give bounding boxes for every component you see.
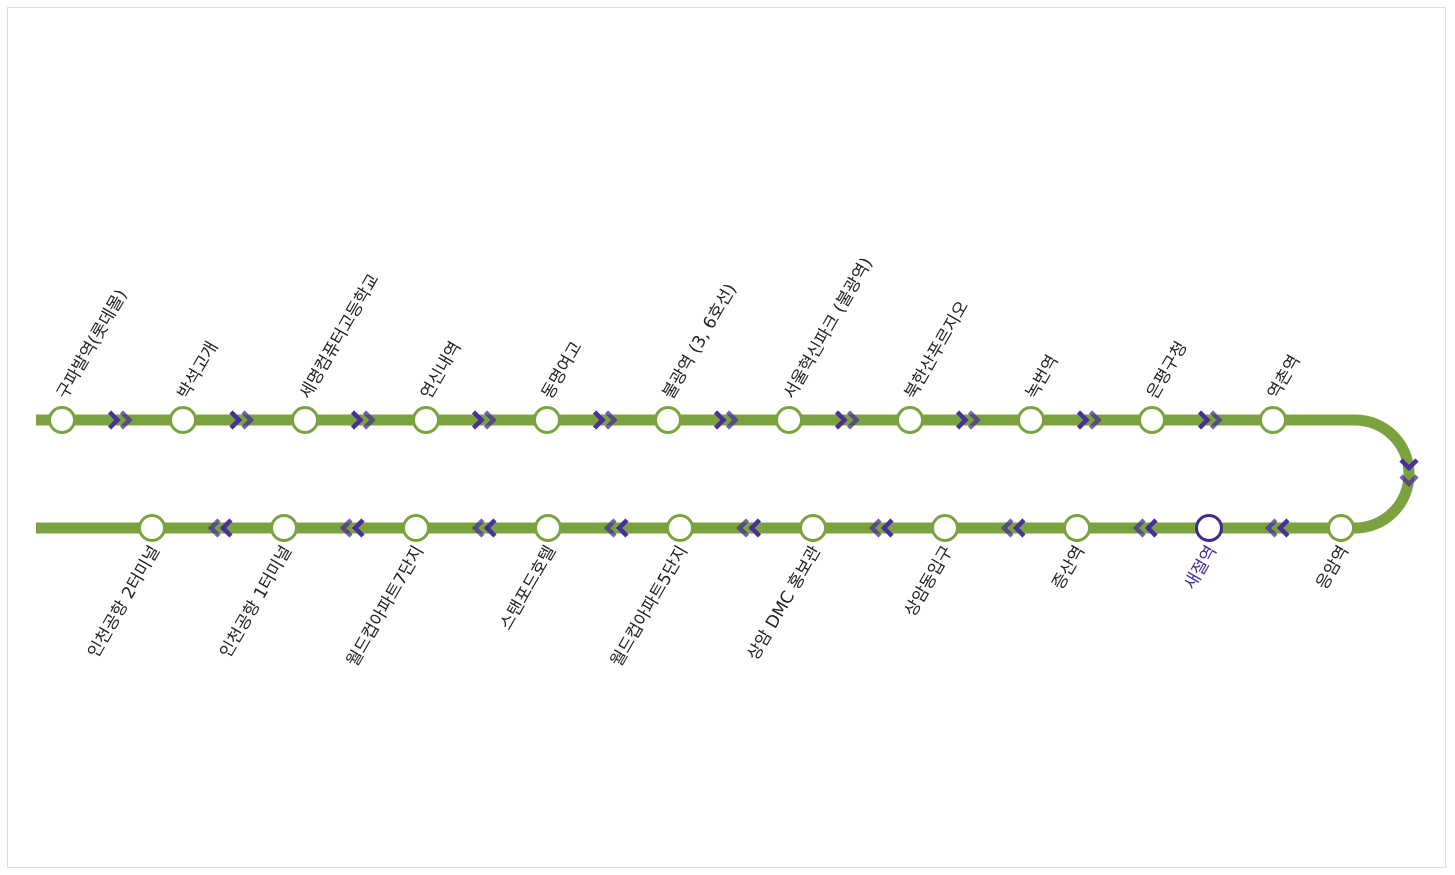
direction-arrow-icon: [1399, 474, 1419, 488]
stop-label[interactable]: 스탠포드호텔: [496, 543, 560, 634]
stop-label[interactable]: 연신내역: [417, 338, 466, 402]
stop-label[interactable]: 세명컴퓨터고등학교: [296, 271, 384, 403]
stop-label[interactable]: 북한산푸르지오: [901, 298, 973, 403]
direction-arrow-icon: [229, 410, 243, 430]
direction-arrow-icon: [1000, 518, 1014, 538]
bus-stop-marker[interactable]: [402, 514, 430, 542]
direction-arrow-icon: [1209, 410, 1223, 430]
stop-label[interactable]: 상암 DMC 홍보관: [744, 543, 826, 664]
current-stop-label[interactable]: 새절역: [1181, 543, 1222, 594]
bus-stop-marker[interactable]: [931, 514, 959, 542]
direction-arrow-icon: [604, 410, 618, 430]
direction-arrow-icon: [483, 518, 497, 538]
direction-arrow-icon: [967, 410, 981, 430]
direction-arrow-icon: [1197, 410, 1211, 430]
direction-arrow-icon: [107, 410, 121, 430]
stop-label[interactable]: 불광역 (3, 6호선): [659, 281, 741, 403]
direction-arrow-icon: [834, 410, 848, 430]
bus-stop-marker[interactable]: [48, 406, 76, 434]
bus-stop-marker[interactable]: [666, 514, 694, 542]
stop-label[interactable]: 인천공항 1터미널: [216, 543, 296, 662]
direction-arrow-icon: [362, 410, 376, 430]
direction-arrow-icon: [603, 518, 617, 538]
direction-arrow-icon: [1012, 518, 1026, 538]
direction-arrow-icon: [350, 410, 364, 430]
stop-label[interactable]: 구파발역(롯데몰): [53, 286, 132, 402]
stop-label[interactable]: 상암동입구: [901, 543, 957, 621]
direction-arrow-icon: [1276, 518, 1290, 538]
direction-arrow-icon: [207, 518, 221, 538]
stop-label[interactable]: 월드컵아파트5단지: [607, 543, 692, 671]
bus-stop-marker[interactable]: [138, 514, 166, 542]
bus-stop-marker[interactable]: [533, 406, 561, 434]
bus-stop-marker[interactable]: [1017, 406, 1045, 434]
stop-label[interactable]: 응암역: [1313, 543, 1354, 594]
stop-label[interactable]: 월드컵아파트7단지: [343, 543, 428, 671]
stop-label[interactable]: 동명여고: [538, 338, 587, 402]
direction-arrow-icon: [955, 410, 969, 430]
direction-arrow-icon: [1132, 518, 1146, 538]
bus-stop-marker[interactable]: [1063, 514, 1091, 542]
bus-stop-marker[interactable]: [775, 406, 803, 434]
direction-arrow-icon: [1144, 518, 1158, 538]
stop-label[interactable]: 녹번역: [1022, 352, 1063, 403]
stop-label[interactable]: 증산역: [1049, 543, 1090, 594]
direction-arrow-icon: [615, 518, 629, 538]
bus-stop-marker[interactable]: [169, 406, 197, 434]
direction-arrow-icon: [119, 410, 133, 430]
bus-stop-marker[interactable]: [270, 514, 298, 542]
direction-arrow-icon: [219, 518, 233, 538]
direction-arrow-icon: [880, 518, 894, 538]
direction-arrow-icon: [471, 518, 485, 538]
bus-stop-marker[interactable]: [1138, 406, 1166, 434]
route-line: [36, 414, 1415, 534]
direction-arrow-icon: [1264, 518, 1278, 538]
direction-arrow-icon: [725, 410, 739, 430]
bus-stop-marker[interactable]: [654, 406, 682, 434]
direction-arrow-icon: [713, 410, 727, 430]
stop-label[interactable]: 인천공항 2터미널: [84, 543, 164, 662]
bus-stop-marker[interactable]: [1327, 514, 1355, 542]
direction-arrow-icon: [1399, 458, 1419, 472]
direction-arrow-icon: [1088, 410, 1102, 430]
bus-stop-marker[interactable]: [896, 406, 924, 434]
direction-arrow-icon: [339, 518, 353, 538]
direction-arrow-icon: [592, 410, 606, 430]
bus-stop-marker[interactable]: [1259, 406, 1287, 434]
bus-stop-marker[interactable]: [291, 406, 319, 434]
bus-stop-marker[interactable]: [534, 514, 562, 542]
direction-arrow-icon: [736, 518, 750, 538]
bus-stop-marker[interactable]: [799, 514, 827, 542]
direction-arrow-icon: [351, 518, 365, 538]
stop-label[interactable]: 은평구청: [1143, 338, 1192, 402]
direction-arrow-icon: [868, 518, 882, 538]
stop-label[interactable]: 역촌역: [1264, 352, 1305, 403]
bus-stop-marker[interactable]: [412, 406, 440, 434]
current-stop-marker[interactable]: [1195, 514, 1223, 542]
stop-label[interactable]: 박석고개: [174, 338, 223, 402]
direction-arrow-icon: [748, 518, 762, 538]
direction-arrow-icon: [846, 410, 860, 430]
direction-arrow-icon: [1076, 410, 1090, 430]
direction-arrow-icon: [483, 410, 497, 430]
route-map-frame: [7, 7, 1446, 868]
stop-label[interactable]: 서울혁신파크 (불광역): [780, 254, 877, 402]
direction-arrow-icon: [471, 410, 485, 430]
direction-arrow-icon: [241, 410, 255, 430]
